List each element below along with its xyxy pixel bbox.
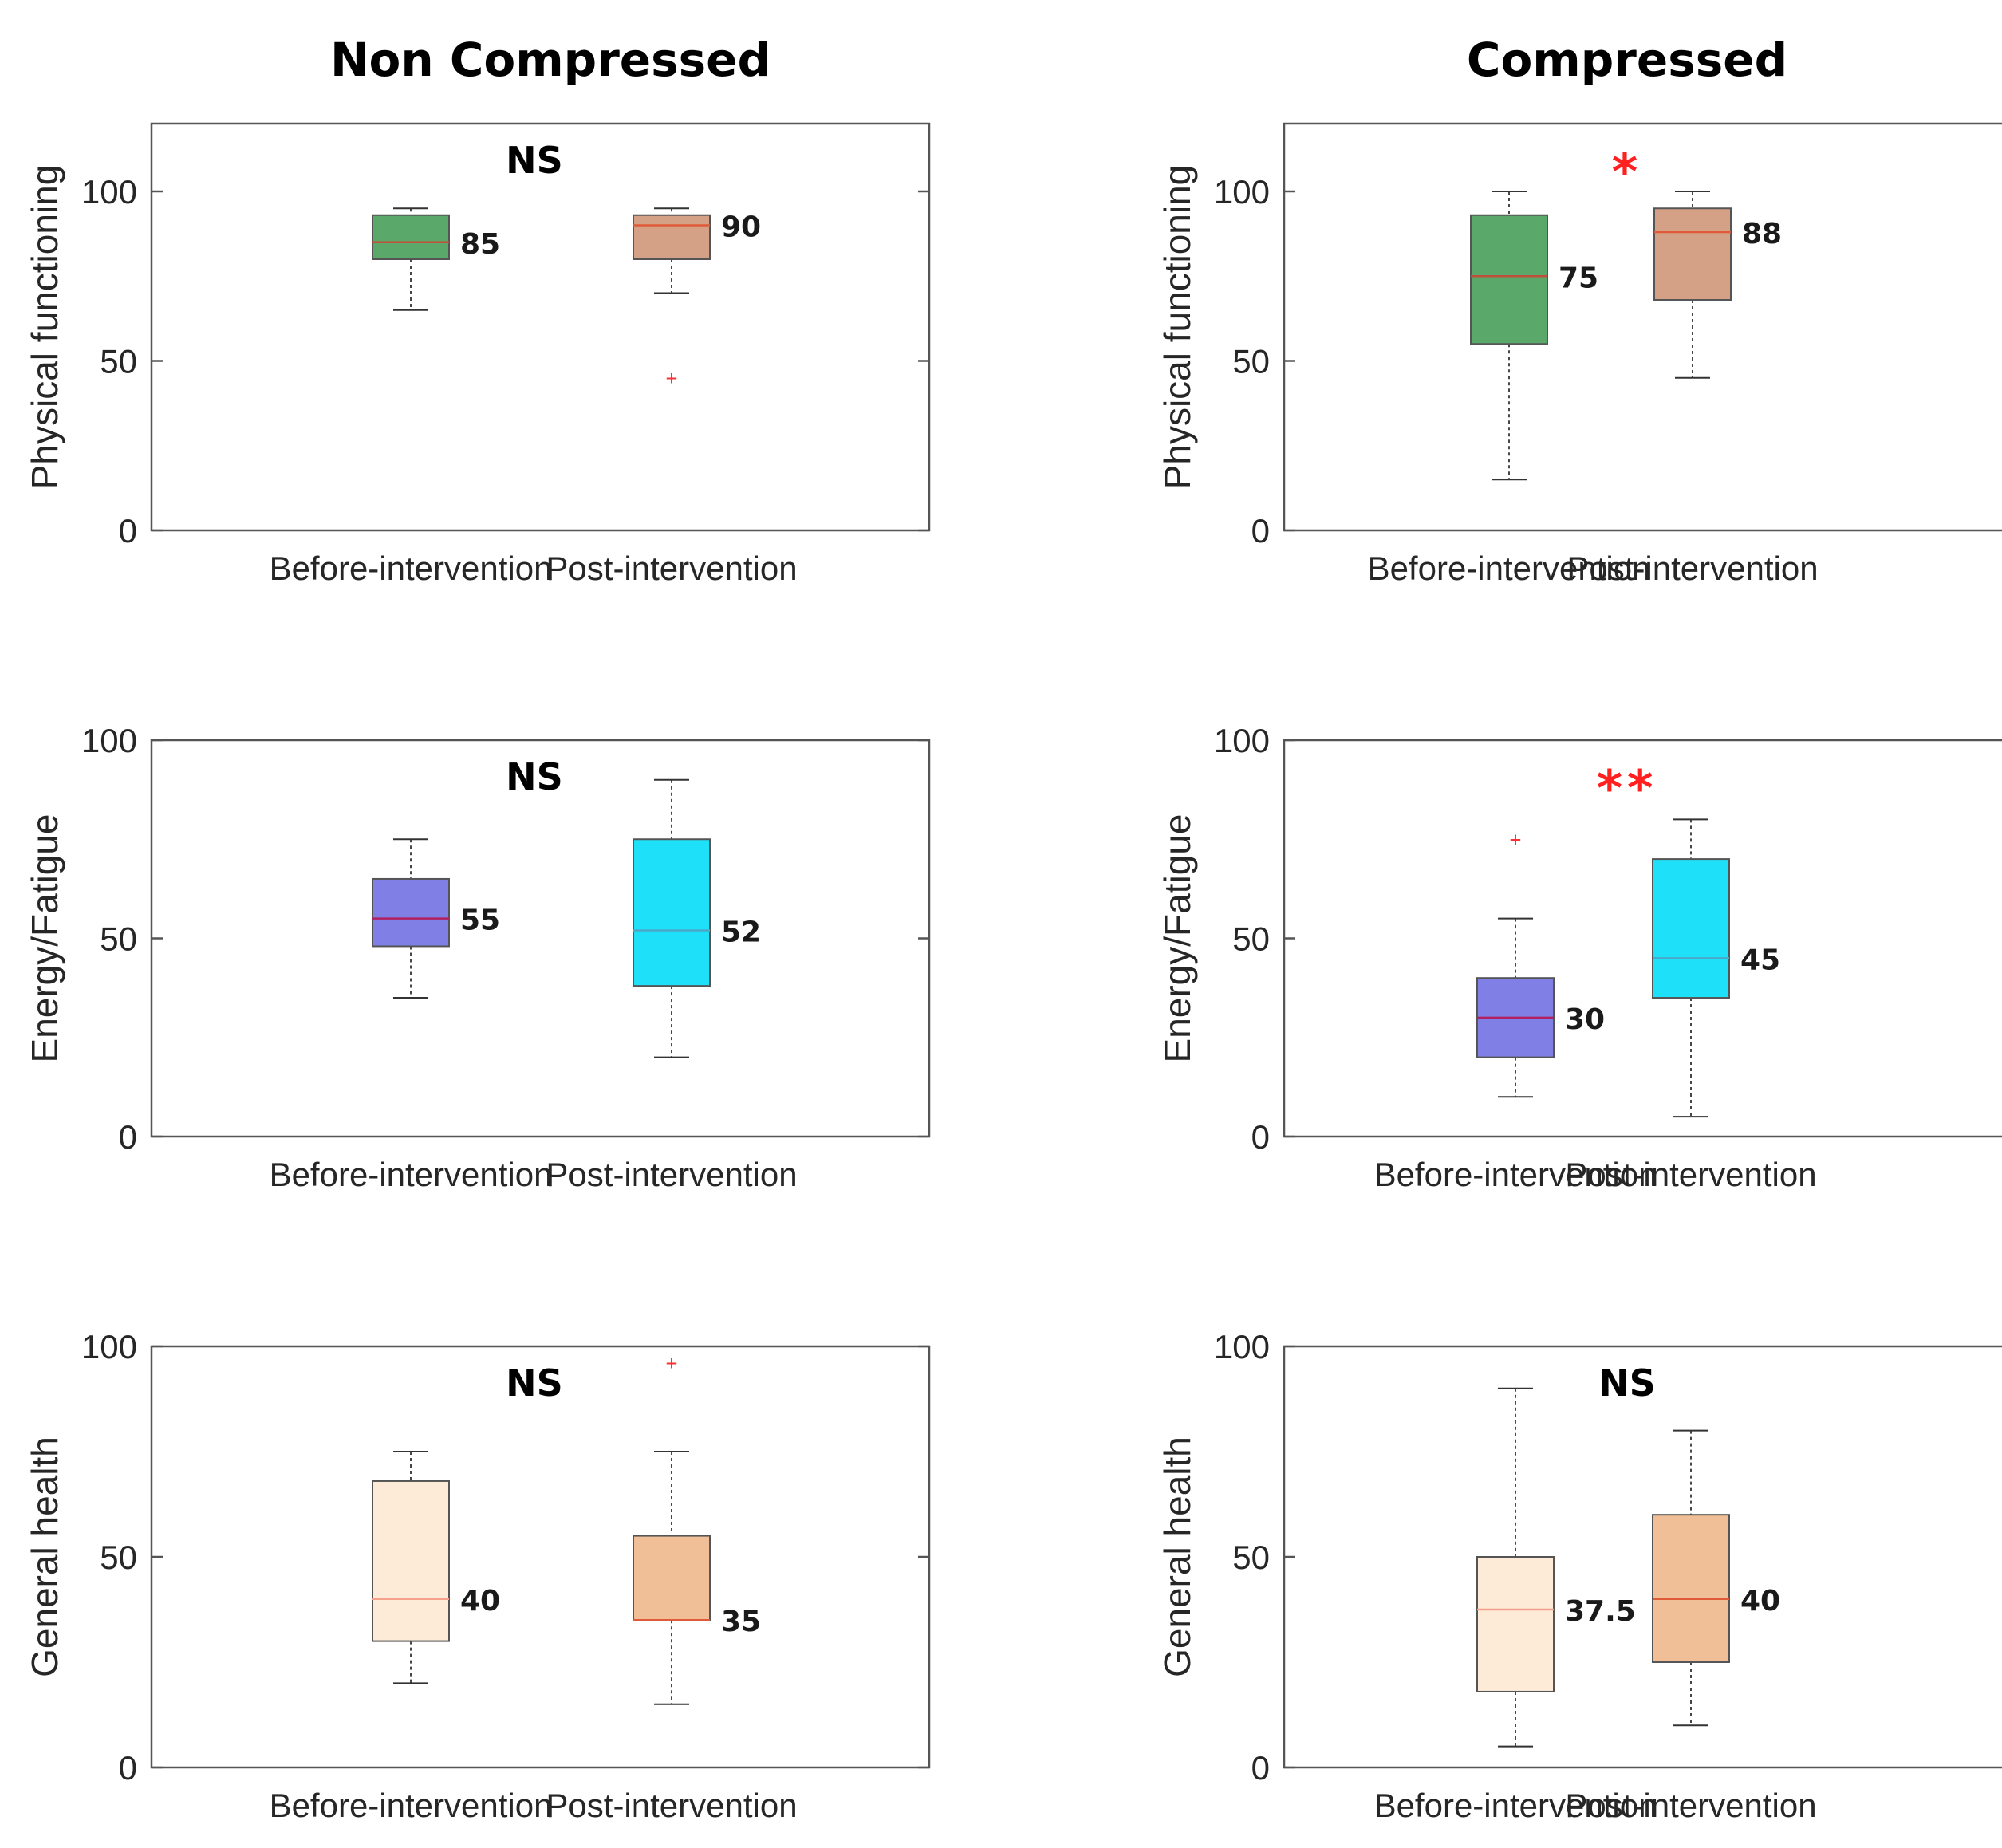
panel-6: 0 50 100 General health NS 37.5 Before-interve… (1157, 1328, 2002, 1824)
median-label: 52 (721, 916, 761, 949)
significance-marker: * (1612, 143, 1642, 201)
axes-frame (150, 1345, 931, 1769)
box-before-intervention: 85 Before-intervention (270, 207, 553, 587)
panel-3: 0 50 100 Energy/Fatigue NS 55 Before-intervent… (24, 722, 931, 1193)
significance-marker: NS (506, 139, 563, 182)
box-before-intervention: 30 + Before-intervention (1374, 828, 1657, 1193)
category-label: Post-intervention (546, 1156, 797, 1193)
category-label: Post-intervention (1567, 550, 1818, 587)
panel-2: 0 50 100 Physical functioning * 75 Before-inte… (1157, 122, 2002, 587)
y-tick-label: 0 (1251, 512, 1270, 550)
outlier-marker: + (666, 1352, 677, 1374)
y-axis-label: Physical functioning (1157, 165, 1198, 490)
y-tick-label: 100 (81, 722, 137, 759)
median-label: 35 (721, 1606, 761, 1638)
y-tick-label: 50 (100, 920, 137, 958)
median-label: 40 (460, 1585, 500, 1617)
y-tick-label: 0 (1251, 1118, 1270, 1156)
box-before-intervention: 55 Before-intervention (270, 838, 553, 1193)
significance-marker: NS (506, 1361, 563, 1405)
box-body (1653, 207, 1732, 301)
median-label: 90 (721, 211, 761, 244)
y-tick-label: 50 (1232, 343, 1270, 380)
box-body (1470, 214, 1548, 345)
category-label: Before-intervention (1374, 1787, 1657, 1824)
box-post-intervention: 52 Post-intervention (546, 778, 798, 1193)
y-tick-label: 100 (1214, 1328, 1270, 1365)
y-axis-label: General health (1157, 1436, 1198, 1677)
category-label: Post-intervention (1565, 1156, 1816, 1193)
box-body (1652, 1514, 1730, 1663)
box-body (1476, 1556, 1555, 1692)
category-label: Post-intervention (1565, 1787, 1816, 1824)
category-label: Before-intervention (270, 1787, 553, 1824)
box-body (372, 1480, 450, 1642)
median-label: 88 (1742, 218, 1782, 250)
panel-5: 0 50 100 General health NS 40 Before-intervent… (24, 1328, 931, 1824)
y-tick-label: 50 (100, 1539, 137, 1576)
box-before-intervention: 75 Before-intervention (1368, 191, 1651, 587)
box-body (372, 877, 450, 948)
column-title-non-compressed: Non Compressed (330, 33, 770, 87)
outlier-marker: + (666, 367, 677, 389)
box-post-intervention: 40 Post-intervention (1565, 1429, 1817, 1824)
box-post-intervention: 88 Post-intervention (1567, 191, 1819, 587)
box-post-intervention: 45 Post-intervention (1565, 818, 1817, 1193)
category-label: Before-intervention (1374, 1156, 1657, 1193)
y-tick-label: 100 (1214, 722, 1270, 759)
axes-frame (150, 739, 931, 1138)
outlier-marker: + (1510, 828, 1521, 850)
axes-frame (1283, 1345, 2002, 1769)
y-tick-label: 0 (119, 1118, 137, 1156)
y-tick-label: 100 (81, 173, 137, 211)
median-label: 37.5 (1565, 1595, 1636, 1628)
box-body (633, 838, 711, 987)
median-label: 45 (1740, 944, 1780, 976)
category-label: Before-intervention (270, 1156, 553, 1193)
box-body (633, 214, 711, 260)
significance-marker: ** (1597, 759, 1658, 818)
median-label: 55 (460, 904, 500, 937)
category-label: Before-intervention (1368, 550, 1651, 587)
y-tick-label: 0 (119, 1749, 137, 1787)
panel-1: 0 50 100 Physical functioning NS 85 Before-int… (24, 122, 931, 587)
y-axis-label: Physical functioning (24, 165, 65, 490)
axes-frame (1283, 122, 2002, 532)
box-body (633, 1535, 711, 1621)
panel-4: 0 50 100 Energy/Fatigue ** 30 + Before-interven… (1157, 722, 2002, 1193)
y-tick-label: 0 (119, 512, 137, 550)
axes-frame (150, 122, 931, 532)
y-tick-label: 100 (81, 1328, 137, 1365)
box-before-intervention: 40 Before-intervention (270, 1451, 553, 1824)
y-tick-label: 50 (1232, 920, 1270, 958)
y-axis-label: Energy/Fatigue (1157, 814, 1198, 1063)
median-label: 30 (1565, 1003, 1605, 1036)
y-tick-label: 100 (1214, 173, 1270, 211)
box-before-intervention: 37.5 Before-intervention (1374, 1387, 1657, 1824)
box-body (372, 214, 450, 260)
category-label: Post-intervention (546, 550, 797, 587)
box-post-intervention: 35 + Post-intervention (546, 1352, 797, 1824)
y-tick-label: 50 (100, 343, 137, 380)
box-body (1652, 858, 1730, 999)
significance-marker: NS (1598, 1361, 1656, 1405)
column-title-compressed: Compressed (1467, 33, 1787, 87)
y-tick-label: 0 (1251, 1749, 1270, 1787)
category-label: Before-intervention (270, 550, 553, 587)
y-axis-label: General health (24, 1436, 65, 1677)
box-post-intervention: 90 + Post-intervention (546, 207, 798, 587)
category-label: Post-intervention (546, 1787, 797, 1824)
significance-marker: NS (506, 755, 563, 798)
median-label: 40 (1740, 1585, 1780, 1617)
median-label: 75 (1559, 262, 1598, 294)
panels: 0 50 100 Physical functioning NS 85 Before-int… (24, 122, 2002, 1824)
y-tick-label: 50 (1232, 1539, 1270, 1576)
median-label: 85 (460, 228, 500, 261)
y-axis-label: Energy/Fatigue (24, 814, 65, 1063)
